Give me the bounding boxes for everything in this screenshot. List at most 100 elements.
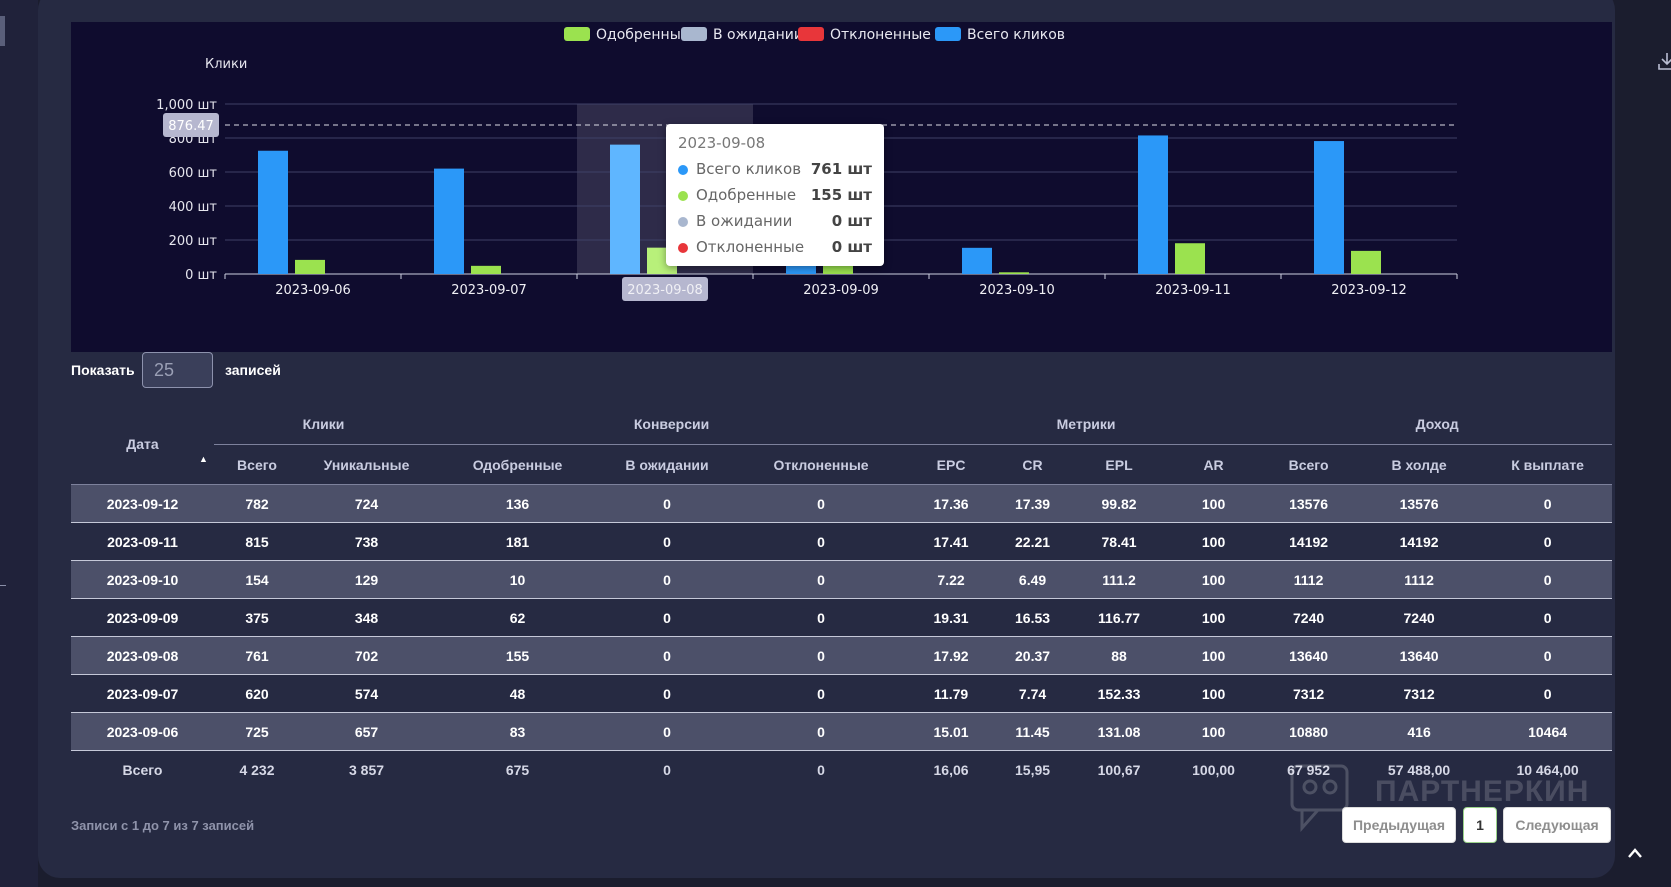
- x-tick-label: 2023-09-10: [979, 283, 1055, 298]
- page-length-label: Показать: [71, 362, 135, 378]
- table-row: 2023-09-11 815 738 181 0 0 17.41 22.21 78.41 100 1…: [71, 522, 1613, 561]
- table-row: 2023-09-08 761 702 155 0 0 17.92 20.37 88 100 1364…: [71, 636, 1613, 675]
- metric-epl-cell: 116.77: [1073, 598, 1166, 637]
- clicks-unique-cell: 348: [300, 598, 434, 637]
- metric-epl-cell: 99.82: [1073, 484, 1166, 523]
- bar-approved[interactable]: [999, 272, 1029, 274]
- metric-epc-cell: 17.41: [910, 522, 993, 561]
- sidebar-divider: [0, 585, 6, 586]
- date-column-header[interactable]: Дата ▲: [71, 404, 214, 485]
- totals-cell: 15,95: [1015, 761, 1051, 778]
- tooltip-row: В ожидании 0 шт: [678, 212, 874, 232]
- bar-approved[interactable]: [1351, 250, 1381, 274]
- legend-label[interactable]: Всего кликов: [967, 27, 1065, 43]
- clicks-total-cell: 725: [214, 712, 300, 751]
- column-header[interactable]: Отклоненные: [732, 444, 911, 485]
- conv-rejected-cell: 0: [732, 560, 911, 599]
- x-tick-label: 2023-09-12: [1331, 283, 1407, 298]
- row-date-cell: 2023-09-11: [71, 522, 214, 561]
- metric-cr-cell: 6.49: [992, 560, 1074, 599]
- income-payout-cell: 0: [1483, 674, 1613, 713]
- income-hold-cell: 416: [1355, 712, 1484, 751]
- legend-label[interactable]: Одобренные: [596, 27, 689, 43]
- table-info: Записи с 1 до 7 из 7 записей: [71, 818, 255, 833]
- metric-ar-cell: 100: [1165, 712, 1263, 751]
- page-length-input[interactable]: [142, 352, 213, 388]
- metric-cr-cell: 17.39: [992, 484, 1074, 523]
- income-hold-cell: 14192: [1355, 522, 1484, 561]
- totals-cell: 0: [663, 761, 671, 778]
- column-header[interactable]: Всего: [214, 444, 300, 485]
- hover-x-label-box: [622, 277, 708, 301]
- column-header[interactable]: Одобренные: [433, 444, 603, 485]
- column-header[interactable]: AR: [1165, 444, 1263, 485]
- date-header-label: Дата: [126, 436, 159, 452]
- income-total-cell: 14192: [1262, 522, 1356, 561]
- totals-cell: 675: [505, 761, 530, 778]
- page-length-suffix: записей: [225, 362, 281, 378]
- bar-approved[interactable]: [295, 259, 325, 274]
- legend-label[interactable]: Отклоненные: [830, 27, 931, 43]
- clicks-total-cell: 620: [214, 674, 300, 713]
- column-header[interactable]: Всего: [1262, 444, 1356, 485]
- bar-approved[interactable]: [1175, 243, 1205, 274]
- metric-cr-cell: 7.74: [992, 674, 1074, 713]
- tooltip-series-name: В ожидании: [696, 212, 793, 230]
- totals-label: Всего: [122, 761, 163, 778]
- totals-cell: 16,06: [933, 761, 969, 778]
- column-header[interactable]: К выплате: [1483, 444, 1613, 485]
- metric-epl-cell: 88: [1073, 636, 1166, 675]
- metric-epc-cell: 15.01: [910, 712, 993, 751]
- download-icon[interactable]: [1657, 51, 1671, 71]
- clicks-unique-cell: 702: [300, 636, 434, 675]
- income-total-cell: 10880: [1262, 712, 1356, 751]
- legend-label[interactable]: В ожидании: [713, 27, 803, 43]
- bar-total-clicks[interactable]: [1314, 141, 1344, 274]
- conv-pending-cell: 0: [602, 484, 733, 523]
- x-tick-label: 2023-09-11: [1155, 283, 1231, 298]
- bar-total-clicks[interactable]: [258, 150, 288, 274]
- stats-table: Дата ▲ Клики Конверсии Метрики Доход Все…: [71, 404, 1613, 789]
- income-payout-cell: 10464: [1483, 712, 1613, 751]
- scroll-up-icon[interactable]: [1627, 846, 1643, 860]
- legend-swatch[interactable]: [681, 27, 707, 41]
- column-header[interactable]: EPL: [1073, 444, 1166, 485]
- metric-cr-cell: 20.37: [992, 636, 1074, 675]
- chart-tooltip: 2023-09-08 Всего кликов 761 шт Одобренны…: [666, 124, 884, 266]
- column-header[interactable]: CR: [992, 444, 1074, 485]
- conv-pending-cell: 0: [602, 712, 733, 751]
- bar-total-clicks[interactable]: [1138, 135, 1168, 274]
- income-payout-cell: 0: [1483, 522, 1613, 561]
- metric-ar-cell: 100: [1165, 674, 1263, 713]
- totals-cell: 10 464,00: [1516, 761, 1579, 778]
- table-body: 2023-09-12 782 724 136 0 0 17.36 17.39 99.82 100 1…: [71, 484, 1613, 751]
- prev-page-button[interactable]: Предыдущая: [1342, 807, 1456, 843]
- legend-swatch[interactable]: [564, 27, 590, 41]
- totals-cell: 100,00: [1192, 761, 1235, 778]
- bar-approved[interactable]: [471, 265, 501, 274]
- y-tick-label: 400 шт: [169, 200, 218, 215]
- income-total-cell: 7312: [1262, 674, 1356, 713]
- tooltip-row: Отклоненные 0 шт: [678, 238, 874, 258]
- legend-swatch[interactable]: [798, 27, 824, 41]
- tooltip-series-value: 155 шт: [810, 186, 872, 204]
- y-tick-label: 0 шт: [185, 268, 217, 283]
- column-header[interactable]: EPC: [910, 444, 993, 485]
- bar-approved[interactable]: [823, 263, 853, 274]
- page-1-button[interactable]: 1: [1463, 807, 1497, 843]
- next-page-button[interactable]: Следующая: [1503, 807, 1611, 843]
- tooltip-series-value: 0 шт: [831, 212, 872, 230]
- row-date-cell: 2023-09-12: [71, 484, 214, 523]
- clicks-unique-cell: 738: [300, 522, 434, 561]
- column-header[interactable]: Уникальные: [300, 444, 434, 485]
- clicks-unique-cell: 574: [300, 674, 434, 713]
- row-date-cell: 2023-09-07: [71, 674, 214, 713]
- x-tick-label: 2023-09-08: [627, 283, 703, 298]
- conv-approved-cell: 10: [433, 560, 603, 599]
- bar-total-clicks[interactable]: [962, 247, 992, 274]
- column-header[interactable]: В холде: [1355, 444, 1484, 485]
- bar-total-clicks[interactable]: [434, 168, 464, 274]
- legend-swatch[interactable]: [935, 27, 961, 41]
- column-header[interactable]: В ожидании: [602, 444, 733, 485]
- bar-total-clicks[interactable]: [610, 144, 640, 274]
